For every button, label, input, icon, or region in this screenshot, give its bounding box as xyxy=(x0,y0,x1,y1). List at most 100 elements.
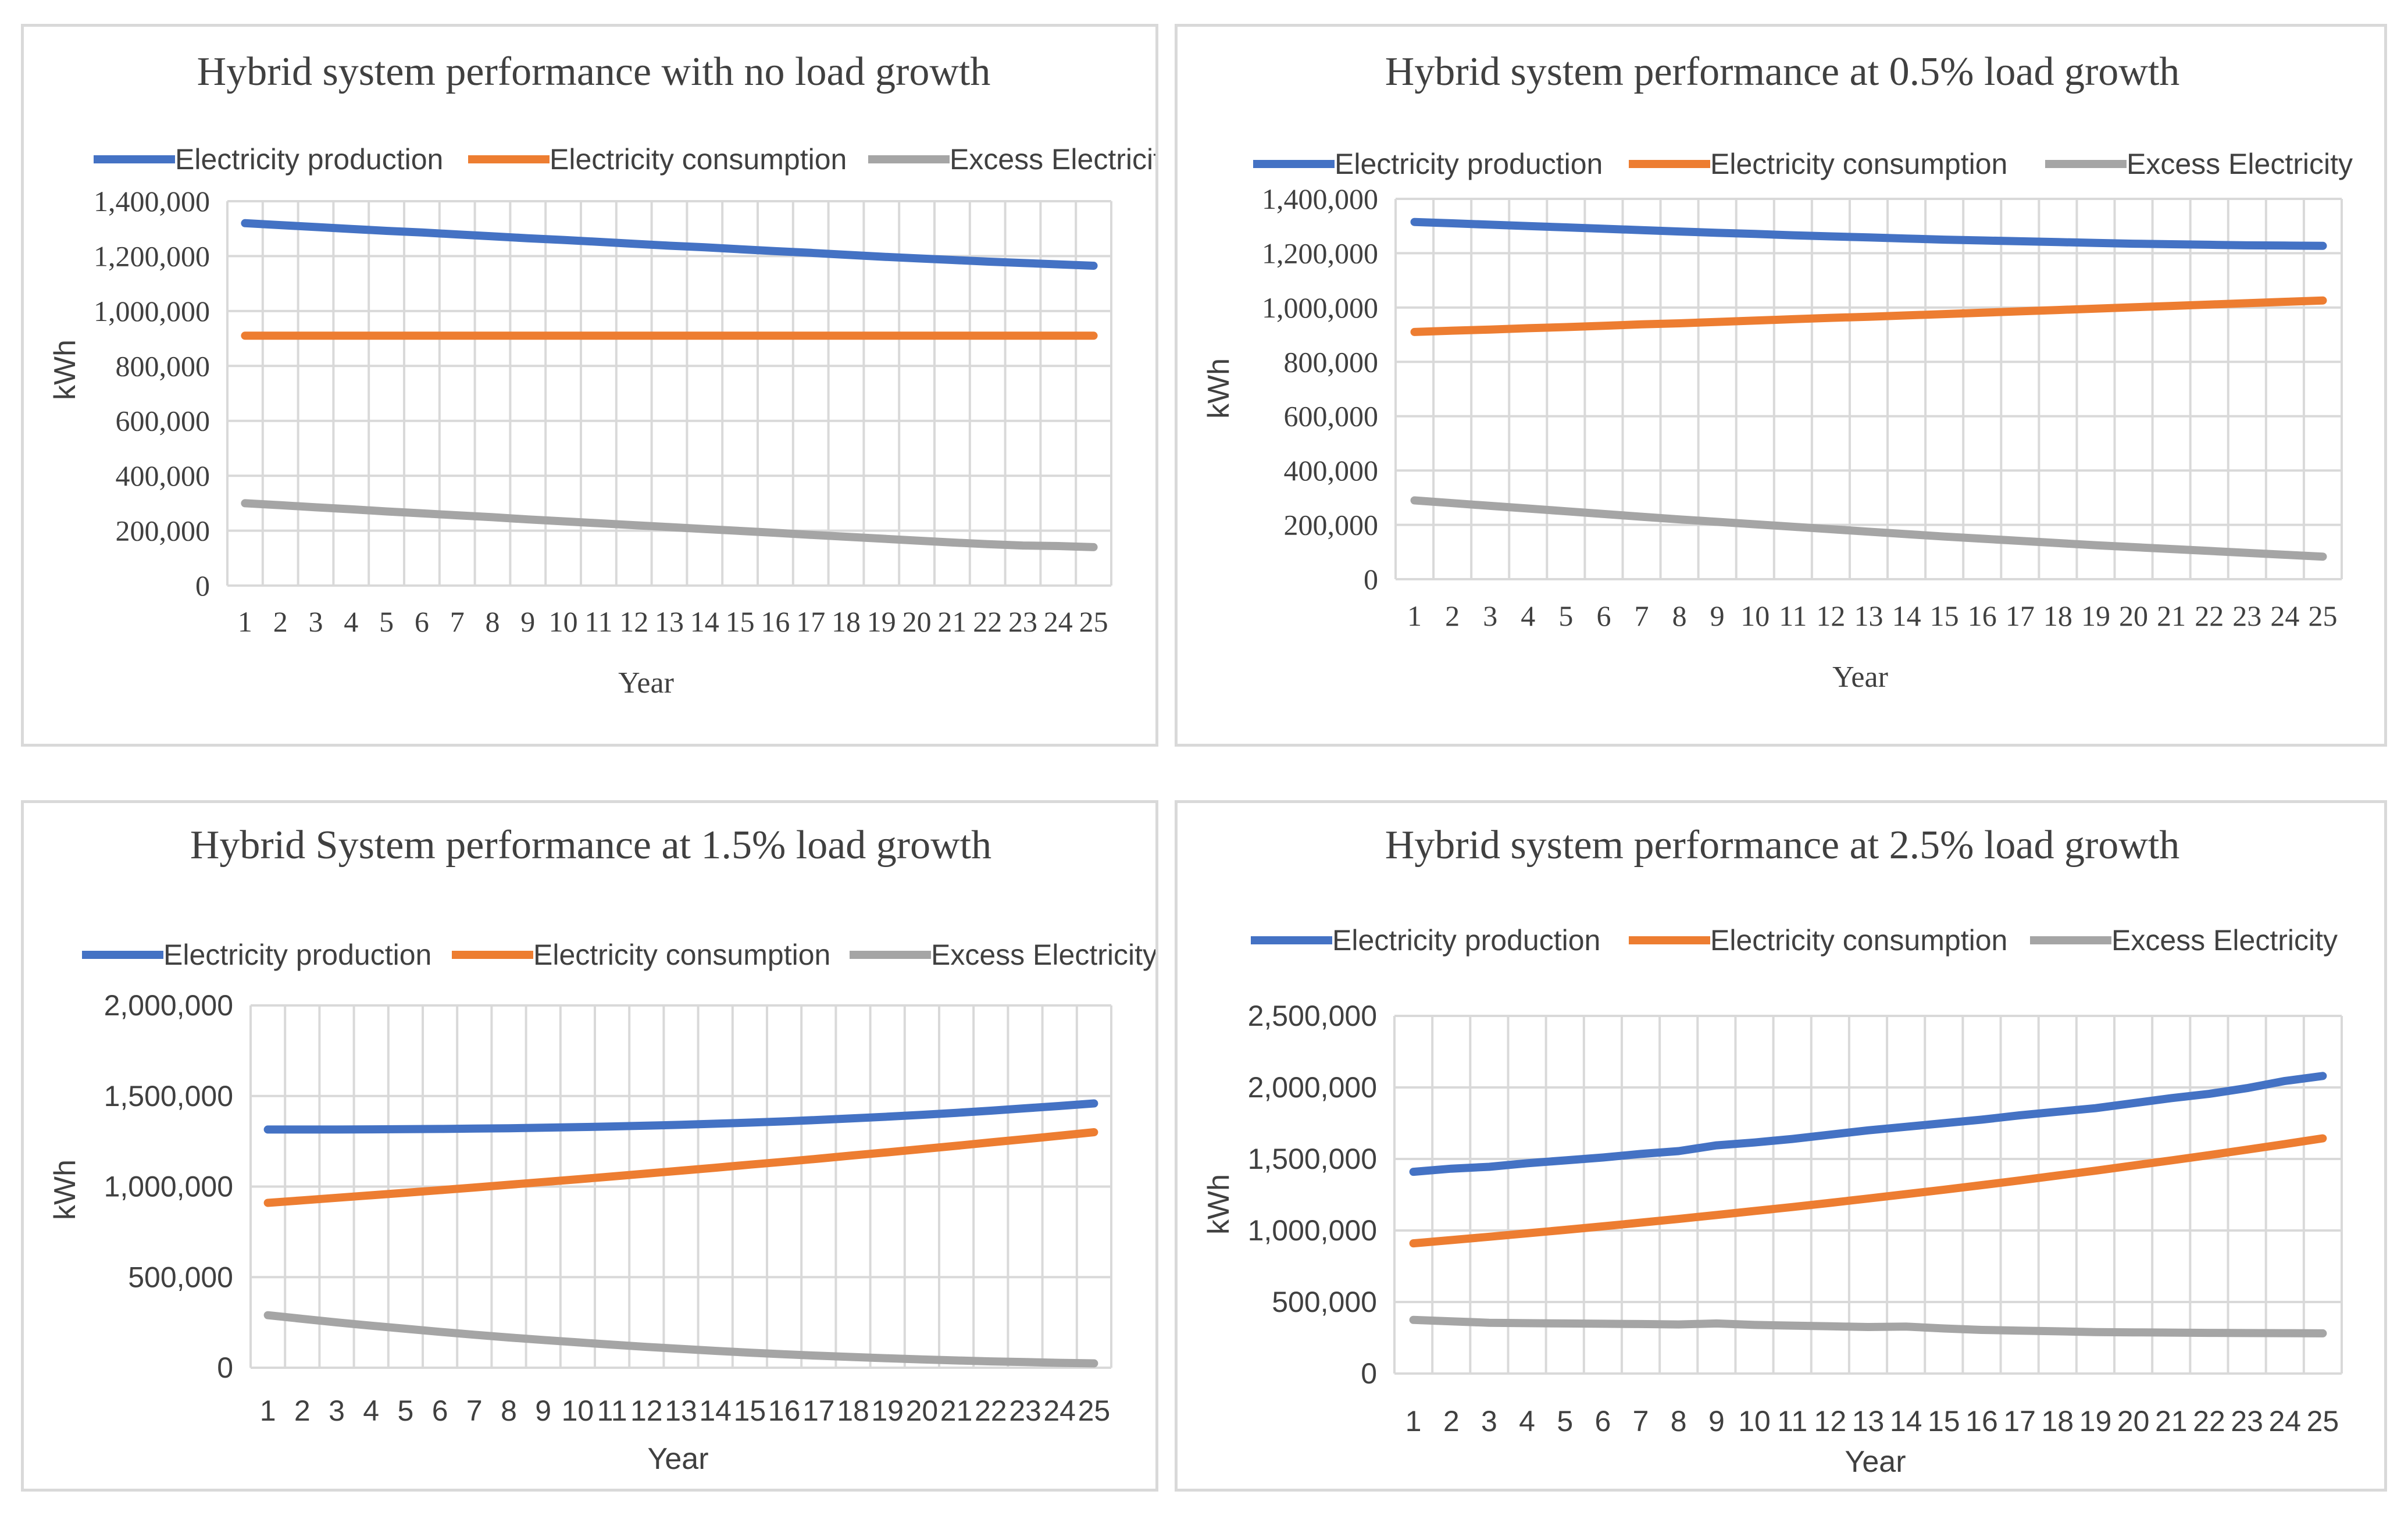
y-tick-label: 500,000 xyxy=(1272,1286,1377,1318)
x-tick-label: 1 xyxy=(260,1394,276,1427)
series-line-electricity-production xyxy=(1410,217,2327,250)
x-tick-label: 3 xyxy=(309,605,323,638)
x-tick-label: 10 xyxy=(562,1394,594,1427)
x-tick-label: 19 xyxy=(867,605,896,638)
x-tick-label: 5 xyxy=(379,605,394,638)
series-line-electricity-production xyxy=(241,219,1098,270)
x-tick-label: 20 xyxy=(902,605,932,638)
chart-3: Hybrid System performance at 1.5% load g… xyxy=(48,823,1155,1476)
x-tick-label: 10 xyxy=(1740,600,1770,632)
x-tick-label: 16 xyxy=(1965,1405,1998,1437)
x-tick-label: 12 xyxy=(1816,600,1845,632)
chart-title: Hybrid system performance at 0.5% load g… xyxy=(1385,49,2180,94)
x-tick-label: 11 xyxy=(1779,600,1807,632)
x-axis-label: Year xyxy=(618,666,674,700)
y-axis-label: kWh xyxy=(48,1160,82,1220)
x-tick-label: 9 xyxy=(520,605,535,638)
legend-item: Excess Electricity xyxy=(868,143,1155,176)
x-tick-label: 16 xyxy=(768,1394,801,1427)
y-tick-labels: 0 500,000 1,000,000 1,500,000 2,000,000 xyxy=(104,989,233,1384)
legend-label: Electricity consumption xyxy=(1710,924,2007,957)
x-tick-label: 10 xyxy=(549,605,578,638)
x-tick-label: 23 xyxy=(1009,1394,1041,1427)
legend-item: Electricity production xyxy=(1251,924,1600,957)
x-tick-label: 12 xyxy=(1814,1405,1847,1437)
x-tick-label: 8 xyxy=(1671,1405,1687,1437)
series-line-excess-electricity xyxy=(1409,1315,2327,1337)
x-tick-labels: 1 2 3 4 5 6 7 8 9 10 11 12 13 14 15 16 17 18 19 20 21 22 23 24 2… xyxy=(1407,600,2337,632)
x-axis-label: Year xyxy=(647,1442,708,1476)
series-line-excess-electricity xyxy=(241,499,1098,551)
x-tick-label: 18 xyxy=(837,1394,869,1427)
y-tick-label: 200,000 xyxy=(1284,509,1379,541)
y-tick-label: 1,000,000 xyxy=(104,1171,233,1203)
series-line-electricity-consumption xyxy=(263,1128,1098,1207)
y-tick-label: 1,400,000 xyxy=(94,185,210,217)
x-tick-label: 1 xyxy=(1405,1405,1422,1437)
chart-title: Hybrid system performance with no load g… xyxy=(197,49,991,94)
x-tick-label: 20 xyxy=(2119,600,2148,632)
x-tick-label: 24 xyxy=(2270,600,2299,632)
x-tick-label: 21 xyxy=(937,605,966,638)
legend-item: Electricity production xyxy=(94,143,443,176)
x-tick-label: 8 xyxy=(501,1394,517,1427)
series-lines xyxy=(263,1099,1098,1368)
chart-panel-1: Hybrid system performance with no load g… xyxy=(21,24,1158,747)
x-tick-label: 13 xyxy=(655,605,684,638)
y-tick-label: 1,400,000 xyxy=(1262,183,1378,215)
chart-4: Hybrid system performance at 2.5% load g… xyxy=(1202,823,2343,1479)
y-tick-label: 600,000 xyxy=(116,405,211,437)
y-tick-label: 1,200,000 xyxy=(94,240,210,272)
x-tick-label: 2 xyxy=(1443,1405,1460,1437)
x-tick-label: 25 xyxy=(2307,1405,2339,1437)
x-tick-label: 15 xyxy=(1928,1405,1960,1437)
y-tick-label: 1,500,000 xyxy=(1248,1143,1377,1175)
series-line-excess-electricity xyxy=(263,1311,1098,1368)
x-tick-label: 5 xyxy=(397,1394,413,1427)
series-line-electricity-production xyxy=(263,1099,1098,1134)
y-tick-label: 2,000,000 xyxy=(1248,1071,1377,1104)
legend-item: Excess Electricity xyxy=(2030,924,2338,957)
legend: Electricity production Electricity consum… xyxy=(82,939,1155,971)
x-tick-label: 18 xyxy=(832,605,861,638)
legend-label: Excess Electricity xyxy=(2111,924,2338,957)
legend-item: Electricity consumption xyxy=(468,143,847,176)
series-lines xyxy=(1410,217,2327,561)
y-tick-label: 1,200,000 xyxy=(1262,237,1378,269)
series-line-electricity-production xyxy=(1409,1072,2327,1176)
x-tick-label: 21 xyxy=(2155,1405,2188,1437)
x-tick-label: 22 xyxy=(975,1394,1007,1427)
x-tick-label: 11 xyxy=(597,1394,627,1427)
x-tick-label: 25 xyxy=(1078,1394,1111,1427)
x-tick-label: 1 xyxy=(1407,600,1422,632)
x-tick-label: 3 xyxy=(1481,1405,1497,1437)
x-tick-label: 17 xyxy=(2006,600,2035,632)
x-tick-label: 6 xyxy=(415,605,429,638)
x-tick-label: 4 xyxy=(1521,600,1535,632)
chart-2: Hybrid system performance at 0.5% load g… xyxy=(1202,49,2353,694)
x-tick-label: 19 xyxy=(2079,1405,2112,1437)
x-tick-labels: 1 2 3 4 5 6 7 8 9 10 11 12 13 14 15 16 17 18 19 20 21 22 23 24 2… xyxy=(238,605,1108,638)
y-tick-label: 0 xyxy=(1364,563,1378,595)
x-tick-label: 14 xyxy=(690,605,719,638)
x-tick-label: 22 xyxy=(973,605,1002,638)
x-tick-label: 3 xyxy=(1483,600,1497,632)
y-tick-label: 1,000,000 xyxy=(1262,291,1378,324)
x-tick-label: 24 xyxy=(1044,605,1073,638)
legend-item: Electricity consumption xyxy=(1629,148,2007,180)
legend-item: Electricity consumption xyxy=(452,939,830,971)
chart-1: Hybrid system performance with no load g… xyxy=(48,49,1155,700)
legend-item: Excess Electricity xyxy=(850,939,1155,971)
chart-panel-4: Hybrid system performance at 2.5% load g… xyxy=(1175,800,2387,1492)
x-tick-label: 16 xyxy=(761,605,790,638)
series-lines xyxy=(1409,1072,2327,1337)
x-tick-label: 9 xyxy=(1710,600,1725,632)
x-tick-label: 13 xyxy=(665,1394,697,1427)
x-tick-label: 17 xyxy=(796,605,825,638)
legend-label: Electricity consumption xyxy=(1710,148,2007,180)
series-line-electricity-consumption xyxy=(1410,296,2327,336)
legend-label: Electricity production xyxy=(1335,148,1603,180)
x-tick-label: 21 xyxy=(2157,600,2186,632)
gridlines xyxy=(1393,1015,2343,1375)
y-tick-label: 1,500,000 xyxy=(104,1080,233,1112)
